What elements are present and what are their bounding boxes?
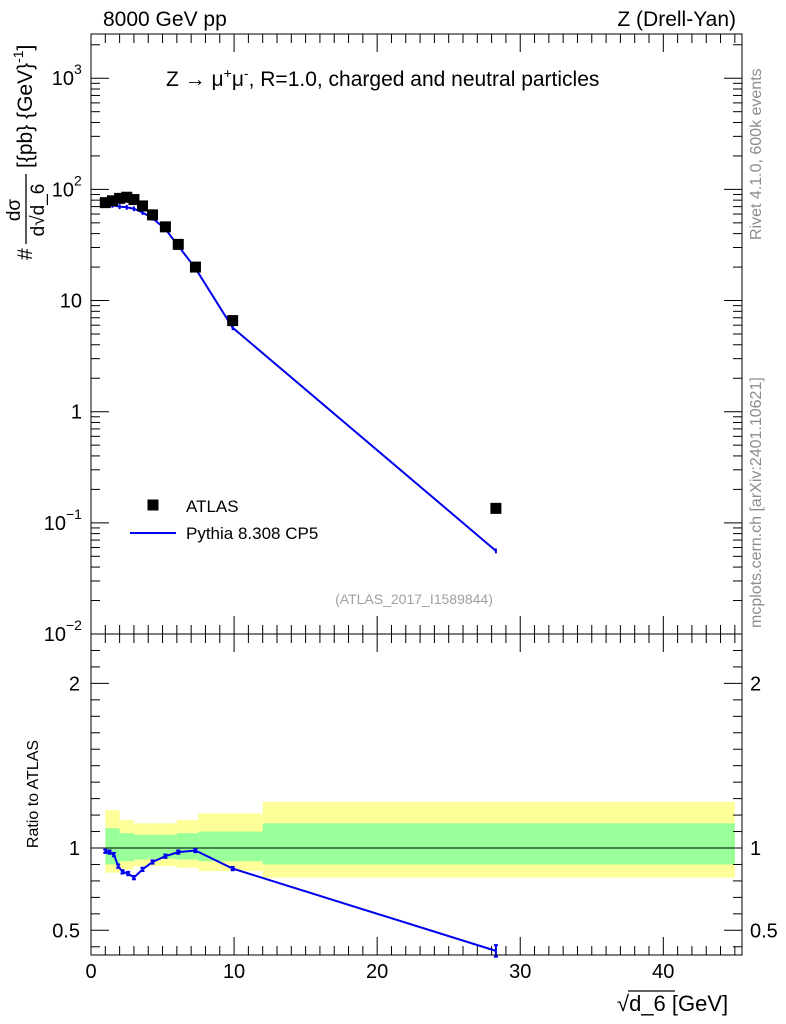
rivet-label: Rivet 4.1.0, 600k events [748,68,765,240]
y-label-hash: # [14,248,37,260]
inner-band [119,833,134,862]
main-y-tick-label: 10 [44,513,66,535]
legend-pythia-label: Pythia 8.308 CP5 [186,524,318,543]
inner-band [105,828,120,865]
ratio-x-tick-label: 20 [366,961,388,983]
process-label: Z (Drell-Yan) [617,8,736,31]
main-y-tick-exp: −1 [66,506,82,522]
main-y-tick-label: 10 [60,291,82,313]
watermark: (ATLAS_2017_I1589844) [335,591,493,607]
atlas-point [227,315,239,327]
ratio-y-tick-label-left: 0.5 [52,920,80,942]
ratio-frame [90,633,743,956]
atlas-point [128,194,140,206]
atlas-point [172,238,184,250]
inner-band [176,833,199,860]
main-y-tick-label: 10 [52,68,74,90]
ratio-y-tick-label-left: 2 [69,673,80,695]
main-y-tick-exp: −2 [66,617,82,633]
x-axis-label: √d_6 [GeV] [617,991,728,1016]
main-y-tick-exp: 2 [74,172,82,188]
y-label-den: d√d_6 [28,184,49,237]
ratio-x-tick-label: 40 [652,961,674,983]
main-y-label: # dσ d√d_6 [{pb} {GeV}-1] [4,45,49,260]
ratio-y-tick-label-right: 2 [750,673,761,695]
atlas-point [147,209,159,221]
ratio-x-tick-label: 0 [85,961,96,983]
ratio-x-tick-label: 30 [509,961,531,983]
atlas-point [137,200,149,212]
atlas-point [106,195,118,207]
atlas-point [114,192,126,204]
mcplots-label: mcplots.cern.ch [arXiv:2401.10621] [748,377,765,628]
atlas-point [159,221,171,233]
y-label-num: dσ [4,199,25,222]
inner-band [133,834,149,860]
atlas-point [99,197,111,209]
legend-atlas-marker [147,499,159,511]
main-frame [90,33,743,635]
main-y-tick-exp: 3 [74,61,82,77]
atlas-point [490,502,502,514]
ratio-y-label: Ratio to ATLAS [25,740,42,848]
atlas-point [189,261,201,273]
main-y-tick-label: 10 [52,179,74,201]
main-y-tick-label: 10 [44,624,66,646]
y-label-units: [{pb} {GeV}-1] [10,45,37,168]
main-y-tick-label: 1 [71,402,82,424]
pythia-line [105,204,497,552]
energy-label: 8000 GeV pp [103,8,227,31]
atlas-point [121,191,133,203]
ratio-y-tick-label-left: 1 [69,838,80,860]
main-title: Z → μ+μ-, R=1.0, charged and neutral par… [166,65,599,91]
ratio-x-tick-label: 10 [223,961,245,983]
inner-band [262,823,735,865]
inner-band [148,834,163,859]
ratio-y-tick-label-right: 0.5 [750,920,778,942]
ratio-y-tick-label-right: 1 [750,838,761,860]
legend-atlas-label: ATLAS [186,497,239,516]
